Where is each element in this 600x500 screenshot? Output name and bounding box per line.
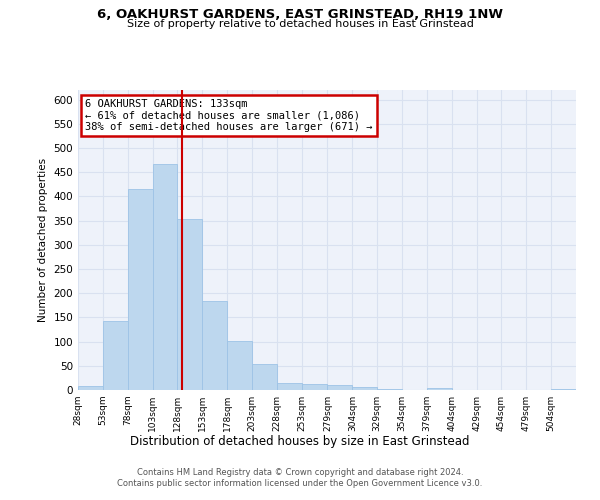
- Bar: [252, 364, 277, 390]
- Bar: [352, 387, 377, 390]
- Text: Contains HM Land Registry data © Crown copyright and database right 2024.
Contai: Contains HM Land Registry data © Crown c…: [118, 468, 482, 487]
- Bar: [202, 301, 227, 390]
- Bar: [427, 388, 452, 390]
- Bar: [178, 219, 202, 390]
- Y-axis label: Number of detached properties: Number of detached properties: [38, 158, 48, 322]
- Text: Size of property relative to detached houses in East Grinstead: Size of property relative to detached ho…: [127, 19, 473, 29]
- Bar: [152, 164, 178, 390]
- Bar: [328, 384, 352, 390]
- Bar: [103, 321, 128, 390]
- Bar: [227, 340, 252, 390]
- Text: 6 OAKHURST GARDENS: 133sqm
← 61% of detached houses are smaller (1,086)
38% of s: 6 OAKHURST GARDENS: 133sqm ← 61% of deta…: [85, 99, 373, 132]
- Bar: [302, 384, 326, 390]
- Bar: [78, 386, 103, 390]
- Text: Distribution of detached houses by size in East Grinstead: Distribution of detached houses by size …: [130, 435, 470, 448]
- Bar: [551, 388, 576, 390]
- Bar: [377, 389, 402, 390]
- Bar: [128, 189, 152, 390]
- Text: 6, OAKHURST GARDENS, EAST GRINSTEAD, RH19 1NW: 6, OAKHURST GARDENS, EAST GRINSTEAD, RH1…: [97, 8, 503, 20]
- Bar: [277, 382, 302, 390]
